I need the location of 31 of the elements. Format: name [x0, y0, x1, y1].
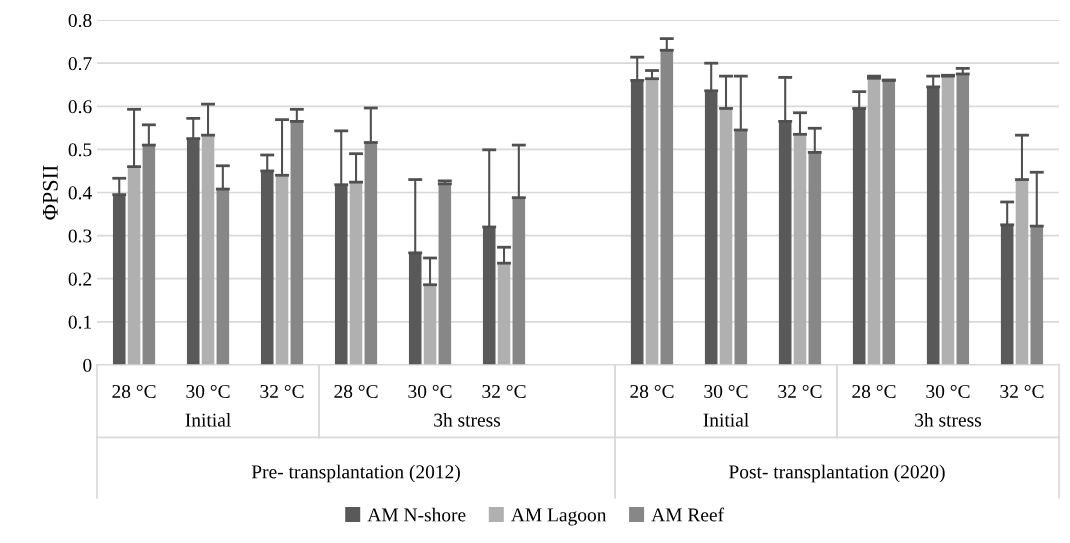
y-tick-label: 0.2	[68, 272, 92, 286]
x-tick-label: 30 °C	[408, 384, 452, 399]
legend-label: AM N-shore	[367, 507, 466, 522]
text: Initial	[703, 412, 749, 427]
legend-label: AM Reef	[651, 507, 725, 522]
text: 3h stress	[915, 412, 982, 427]
x-tick-label: 32 °C	[1000, 384, 1044, 399]
y-tick-label: 0	[83, 358, 92, 372]
y-tick-label: 0.6	[68, 100, 92, 114]
text: 3h stress	[434, 412, 501, 427]
text: Post- transplantation (2020)	[729, 464, 945, 483]
x-tick-label: 28 °C	[852, 384, 896, 399]
text: Initial	[185, 412, 231, 427]
x-tick-label: 28 °C	[630, 384, 674, 399]
x-tick-label: 32 °C	[482, 384, 526, 399]
x-tick-label: 28 °C	[112, 384, 156, 399]
y-axis-title: ΦPSII	[42, 165, 58, 220]
y-tick-label: 0.8	[68, 13, 92, 28]
y-tick-label: 0.1	[68, 315, 92, 329]
y-tick-label: 0.4	[68, 186, 92, 200]
x-tick-label: 32 °C	[260, 384, 304, 399]
x-tick-label: 30 °C	[186, 384, 230, 399]
x-tick-label: 30 °C	[926, 384, 970, 399]
y-tick-label: 0.5	[68, 143, 92, 157]
y-tick-label: 0.3	[68, 229, 92, 243]
x-tick-label: 32 °C	[778, 384, 822, 399]
text: Pre- transplantation (2012)	[251, 464, 460, 483]
x-tick-label: 30 °C	[704, 384, 748, 399]
legend-label: AM Lagoon	[511, 508, 607, 526]
y-tick-label: 0.7	[68, 57, 92, 71]
x-tick-label: 28 °C	[334, 384, 378, 399]
